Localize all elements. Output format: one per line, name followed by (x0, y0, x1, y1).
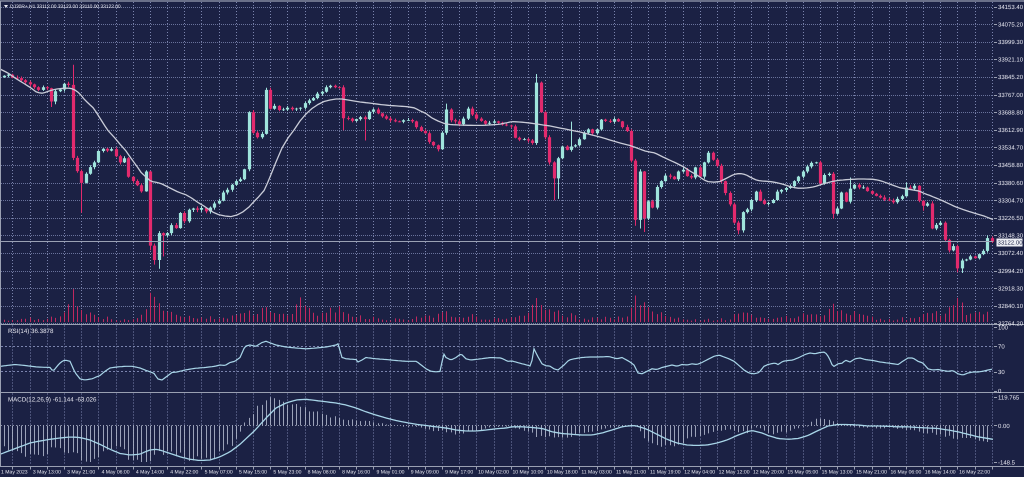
svg-text:32840.10: 32840.10 (998, 303, 1024, 310)
svg-text:3 May 21:00: 3 May 21:00 (67, 469, 95, 475)
svg-text:30: 30 (998, 369, 1005, 376)
svg-text:32764.20: 32764.20 (998, 321, 1024, 328)
svg-text:33921.10: 33921.10 (998, 57, 1024, 64)
svg-text:34153.40: 34153.40 (998, 4, 1024, 11)
svg-text:11 May 03:00: 11 May 03:00 (581, 469, 612, 475)
svg-text:16 May 22:00: 16 May 22:00 (959, 469, 990, 475)
svg-text:34075.20: 34075.20 (998, 21, 1024, 28)
svg-text:5 May 15:00: 5 May 15:00 (239, 469, 267, 475)
svg-text:33534.70: 33534.70 (998, 145, 1024, 152)
svg-text:33148.30: 33148.30 (998, 233, 1024, 240)
svg-text:12 May 12:00: 12 May 12:00 (719, 469, 750, 475)
svg-text:4 May 06:00: 4 May 06:00 (102, 469, 130, 475)
svg-text:119.765: 119.765 (998, 395, 1020, 402)
svg-text:MACD(12,26,9) -61.144 -63.026: MACD(12,26,9) -61.144 -63.026 (8, 397, 97, 404)
svg-text:33612.90: 33612.90 (998, 127, 1024, 134)
svg-text:33304.70: 33304.70 (998, 197, 1024, 204)
svg-text:DJ30R+,H1 33112.00 33123.00 3: DJ30R+,H1 33112.00 33123.00 33110.00 331… (10, 4, 121, 10)
svg-text:33458.80: 33458.80 (998, 162, 1024, 169)
svg-text:16 May 06:00: 16 May 06:00 (890, 469, 921, 475)
svg-text:RSI(14) 36.3878: RSI(14) 36.3878 (8, 328, 54, 335)
svg-text:10 May 18:00: 10 May 18:00 (547, 469, 578, 475)
svg-text:9 May 17:00: 9 May 17:00 (445, 469, 473, 475)
svg-text:0.00: 0.00 (998, 423, 1010, 430)
svg-text:33999.30: 33999.30 (998, 39, 1024, 46)
svg-text:4 May 22:00: 4 May 22:00 (170, 469, 198, 475)
svg-text:11 May 19:00: 11 May 19:00 (650, 469, 681, 475)
svg-text:100: 100 (998, 324, 1009, 331)
svg-text:5 May 07:00: 5 May 07:00 (205, 469, 233, 475)
svg-text:33122.00: 33122.00 (998, 240, 1024, 247)
svg-text:3 May 13:00: 3 May 13:00 (33, 469, 61, 475)
svg-text:9 May 09:00: 9 May 09:00 (411, 469, 439, 475)
svg-text:33072.40: 33072.40 (998, 250, 1024, 257)
svg-text:15 May 05:00: 15 May 05:00 (787, 469, 818, 475)
svg-text:5 May 23:00: 5 May 23:00 (273, 469, 301, 475)
svg-text:32918.30: 32918.30 (998, 285, 1024, 292)
svg-text:10 May 02:00: 10 May 02:00 (478, 469, 509, 475)
svg-text:-148.5: -148.5 (998, 460, 1016, 467)
svg-text:33845.20: 33845.20 (998, 74, 1024, 81)
svg-text:11 May 11:00: 11 May 11:00 (616, 469, 646, 475)
svg-text:15 May 21:00: 15 May 21:00 (856, 469, 887, 475)
svg-text:8 May 16:00: 8 May 16:00 (342, 469, 370, 475)
svg-text:9 May 01:00: 9 May 01:00 (376, 469, 404, 475)
svg-text:0: 0 (998, 388, 1002, 395)
svg-text:33688.80: 33688.80 (998, 109, 1024, 116)
svg-text:12 May 04:00: 12 May 04:00 (684, 469, 715, 475)
svg-text:10 May 10:00: 10 May 10:00 (512, 469, 543, 475)
svg-text:1 May 2023: 1 May 2023 (1, 469, 28, 475)
svg-text:8 May 08:00: 8 May 08:00 (308, 469, 336, 475)
svg-text:15 May 13:00: 15 May 13:00 (822, 469, 853, 475)
svg-text:16 May 14:00: 16 May 14:00 (925, 469, 956, 475)
svg-text:33226.50: 33226.50 (998, 215, 1024, 222)
svg-text:4 May 14:00: 4 May 14:00 (136, 469, 164, 475)
svg-text:12 May 20:00: 12 May 20:00 (753, 469, 784, 475)
svg-text:33767.00: 33767.00 (998, 92, 1024, 99)
svg-text:70: 70 (998, 344, 1005, 351)
svg-text:32994.20: 32994.20 (998, 268, 1024, 275)
svg-text:33380.60: 33380.60 (998, 180, 1024, 187)
